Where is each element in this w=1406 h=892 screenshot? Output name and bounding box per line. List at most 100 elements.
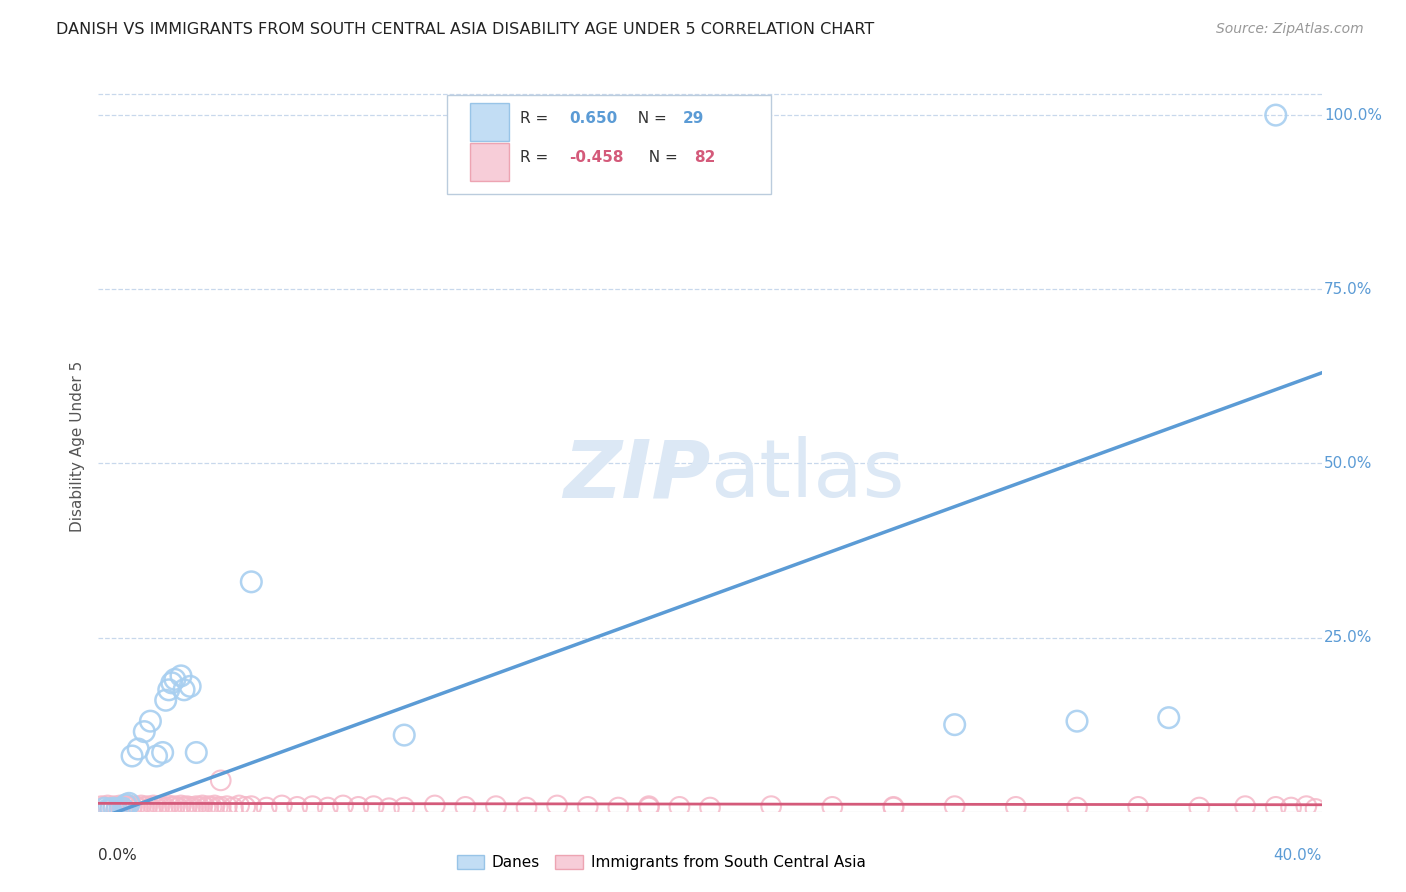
Point: [1188, 800, 1211, 814]
Point: [699, 800, 721, 814]
Text: N =: N =: [640, 151, 683, 166]
Point: [179, 679, 201, 693]
Point: [108, 798, 131, 813]
Point: [883, 800, 905, 814]
Text: -0.458: -0.458: [569, 151, 624, 166]
Point: [139, 714, 162, 728]
Point: [173, 682, 195, 697]
Point: [1305, 802, 1327, 816]
Point: [155, 693, 177, 707]
Text: 75.0%: 75.0%: [1324, 282, 1372, 297]
Point: [1295, 799, 1317, 814]
Point: [285, 800, 308, 814]
Point: [222, 800, 245, 814]
Point: [209, 773, 232, 788]
Point: [883, 800, 905, 814]
Point: [111, 801, 134, 815]
Point: [145, 749, 167, 764]
Point: [423, 798, 446, 813]
Point: [115, 799, 138, 814]
Point: [118, 797, 141, 811]
Point: [215, 799, 238, 814]
Text: 0.0%: 0.0%: [98, 848, 138, 863]
Point: [316, 800, 339, 814]
Point: [90, 799, 112, 814]
Point: [103, 799, 125, 814]
Point: [240, 574, 263, 589]
Text: ZIP: ZIP: [562, 436, 710, 515]
Point: [347, 800, 370, 814]
Text: 25.0%: 25.0%: [1324, 630, 1372, 645]
Point: [270, 798, 292, 813]
Point: [100, 800, 122, 814]
Text: R =: R =: [520, 111, 554, 126]
Point: [118, 798, 141, 813]
Point: [301, 799, 323, 814]
Text: N =: N =: [628, 111, 672, 126]
Point: [1157, 711, 1180, 725]
Text: 50.0%: 50.0%: [1324, 456, 1372, 471]
Point: [103, 801, 125, 815]
Point: [186, 746, 208, 760]
Text: 29: 29: [683, 111, 704, 126]
Text: 40.0%: 40.0%: [1274, 848, 1322, 863]
Point: [157, 798, 180, 813]
Point: [160, 800, 183, 814]
Point: [93, 800, 115, 814]
Text: 82: 82: [695, 151, 716, 166]
Point: [516, 800, 538, 814]
FancyBboxPatch shape: [447, 95, 772, 194]
Point: [191, 798, 214, 813]
Point: [93, 801, 115, 815]
Point: [454, 800, 477, 814]
Point: [546, 798, 568, 813]
Text: Source: ZipAtlas.com: Source: ZipAtlas.com: [1216, 22, 1364, 37]
Point: [209, 800, 232, 814]
Point: [167, 800, 190, 814]
Point: [943, 717, 966, 731]
Point: [108, 802, 131, 816]
Point: [97, 798, 120, 813]
Point: [173, 800, 195, 814]
Point: [121, 749, 143, 764]
Point: [233, 800, 256, 814]
Point: [163, 673, 186, 687]
Point: [163, 799, 186, 814]
Text: DANISH VS IMMIGRANTS FROM SOUTH CENTRAL ASIA DISABILITY AGE UNDER 5 CORRELATION : DANISH VS IMMIGRANTS FROM SOUTH CENTRAL …: [56, 22, 875, 37]
Point: [637, 800, 661, 814]
Point: [186, 799, 208, 814]
Point: [1279, 800, 1302, 814]
FancyBboxPatch shape: [470, 103, 509, 141]
Point: [392, 800, 416, 814]
Point: [256, 800, 278, 814]
Text: R =: R =: [520, 151, 554, 166]
Point: [943, 799, 966, 814]
Point: [392, 728, 416, 742]
Point: [152, 746, 174, 760]
Point: [332, 798, 354, 813]
Point: [97, 803, 120, 817]
Point: [637, 799, 661, 814]
Point: [240, 799, 263, 814]
FancyBboxPatch shape: [470, 143, 509, 181]
Point: [228, 798, 250, 813]
Point: [115, 797, 138, 812]
Point: [142, 798, 165, 813]
Point: [136, 799, 159, 814]
Point: [157, 682, 180, 697]
Point: [204, 798, 226, 813]
Text: 100.0%: 100.0%: [1324, 108, 1382, 122]
Point: [105, 800, 128, 814]
Point: [134, 800, 156, 814]
Point: [139, 800, 162, 814]
Point: [378, 801, 401, 815]
Point: [127, 742, 149, 756]
Point: [121, 800, 143, 814]
Point: [1128, 800, 1150, 814]
Y-axis label: Disability Age Under 5: Disability Age Under 5: [69, 360, 84, 532]
Point: [485, 799, 508, 814]
Point: [179, 800, 201, 814]
Text: 0.650: 0.650: [569, 111, 617, 126]
Point: [145, 800, 167, 814]
Point: [155, 800, 177, 814]
